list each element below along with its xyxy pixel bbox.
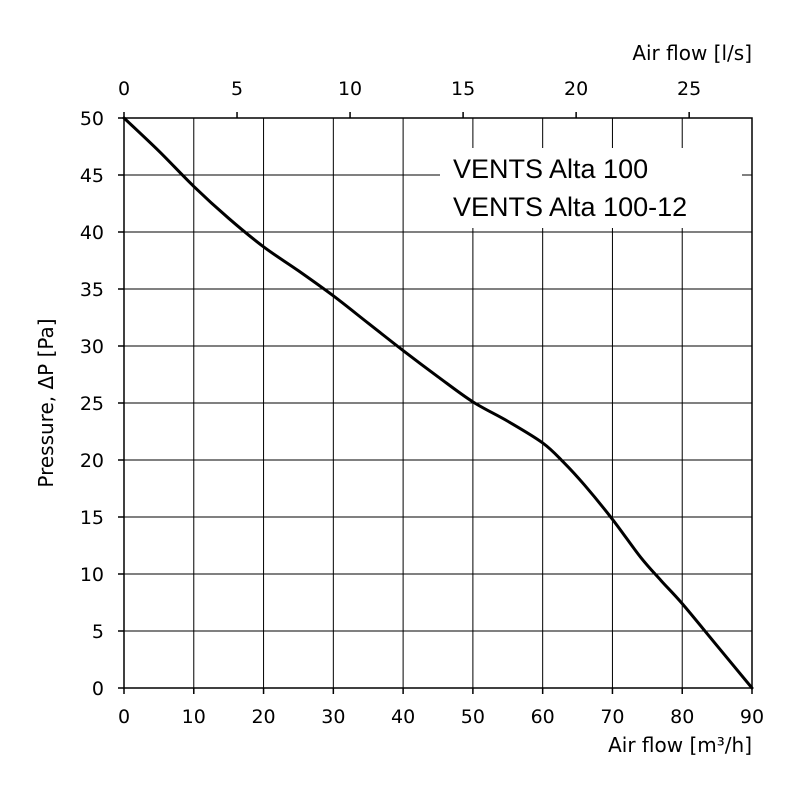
x-axis-top: 0 5 10 15 20 25 [118, 78, 701, 118]
x2-tick-label-2: 10 [338, 78, 362, 100]
x2-tick-label-3: 15 [451, 78, 475, 100]
y-tick-label-3: 15 [80, 507, 104, 529]
y-tick-label-4: 20 [80, 450, 104, 472]
x2-axis-title: Air flow [l/s] [632, 41, 752, 65]
x-tick-label-7: 70 [600, 706, 624, 728]
y-tick-label-7: 35 [80, 279, 104, 301]
x-axis-bottom: 0 10 20 30 40 50 60 70 80 90 [118, 688, 764, 728]
y-tick-label-5: 25 [80, 393, 104, 415]
y-axis: 0 5 10 15 20 25 30 35 40 45 50 [80, 108, 124, 700]
legend-background [440, 148, 742, 228]
x-tick-label-3: 30 [321, 706, 345, 728]
x-tick-label-8: 80 [670, 706, 694, 728]
legend-entry-1: VENTS Alta 100 [453, 154, 648, 184]
x-tick-label-5: 50 [461, 706, 485, 728]
y-tick-label-8: 40 [80, 222, 104, 244]
y-axis-title: Pressure, ΔP [Pa] [34, 318, 58, 487]
x2-tick-label-5: 25 [677, 78, 701, 100]
legend: VENTS Alta 100 VENTS Alta 100-12 [440, 148, 742, 228]
y-tick-label-2: 10 [80, 564, 104, 586]
series-layer [122, 116, 754, 690]
x-tick-label-0: 0 [118, 706, 130, 728]
x-tick-label-9: 90 [740, 706, 764, 728]
y-tick-label-10: 50 [80, 108, 104, 130]
series-line-0 [122, 116, 754, 690]
y-tick-label-6: 30 [80, 336, 104, 358]
y-tick-label-0: 0 [92, 678, 104, 700]
x-axis-title: Air flow [m³/h] [608, 733, 752, 757]
x2-tick-label-0: 0 [118, 78, 130, 100]
y-tick-label-9: 45 [80, 165, 104, 187]
x-tick-label-1: 10 [182, 706, 206, 728]
legend-entry-2: VENTS Alta 100-12 [453, 192, 687, 222]
x-tick-label-2: 20 [251, 706, 275, 728]
y-tick-label-1: 5 [92, 621, 104, 643]
x-tick-label-4: 40 [391, 706, 415, 728]
x-tick-label-6: 60 [531, 706, 555, 728]
x2-tick-label-1: 5 [231, 78, 243, 100]
x2-tick-label-4: 20 [564, 78, 588, 100]
